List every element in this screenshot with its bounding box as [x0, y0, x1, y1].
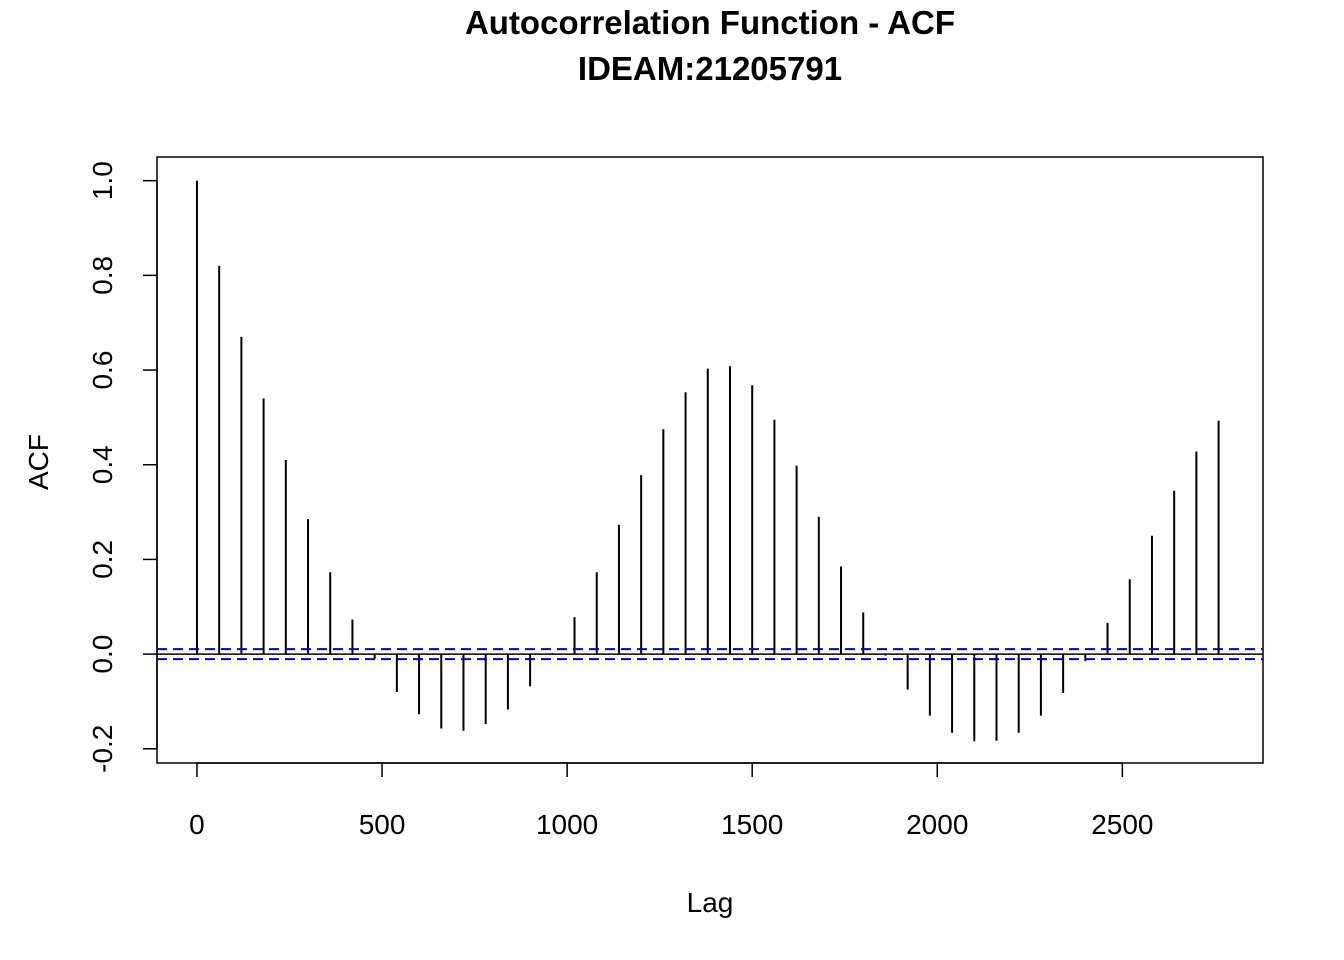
- y-tick-label: 0.8: [87, 256, 118, 295]
- y-tick-label: 0.4: [87, 445, 118, 484]
- y-tick-label: 0.0: [87, 635, 118, 674]
- acf-spikes: [195, 180, 1220, 742]
- y-axis: -0.2 0.0 0.2 0.4 0.6 0.8 1.0: [87, 161, 158, 773]
- plot-frame: [156, 156, 1264, 764]
- y-tick-label: 1.0: [87, 161, 118, 200]
- y-tick-label: 0.6: [87, 351, 118, 390]
- x-tick-label: 500: [359, 809, 406, 840]
- x-tick-label: 1000: [536, 809, 598, 840]
- chart-title: Autocorrelation Function - ACF: [465, 4, 955, 41]
- y-axis-label: ACF: [23, 434, 54, 490]
- x-tick-label: 1500: [721, 809, 783, 840]
- confidence-bounds: [157, 648, 1263, 661]
- x-axis: 0 500 1000 1500 2000 2500: [189, 762, 1153, 840]
- y-tick-label: 0.2: [87, 540, 118, 579]
- x-tick-label: 2000: [906, 809, 968, 840]
- x-axis-label: Lag: [687, 887, 734, 918]
- x-tick-label: 0: [189, 809, 205, 840]
- chart-subtitle: IDEAM:21205791: [578, 50, 842, 87]
- y-tick-label: -0.2: [87, 725, 118, 773]
- x-tick-label: 2500: [1091, 809, 1153, 840]
